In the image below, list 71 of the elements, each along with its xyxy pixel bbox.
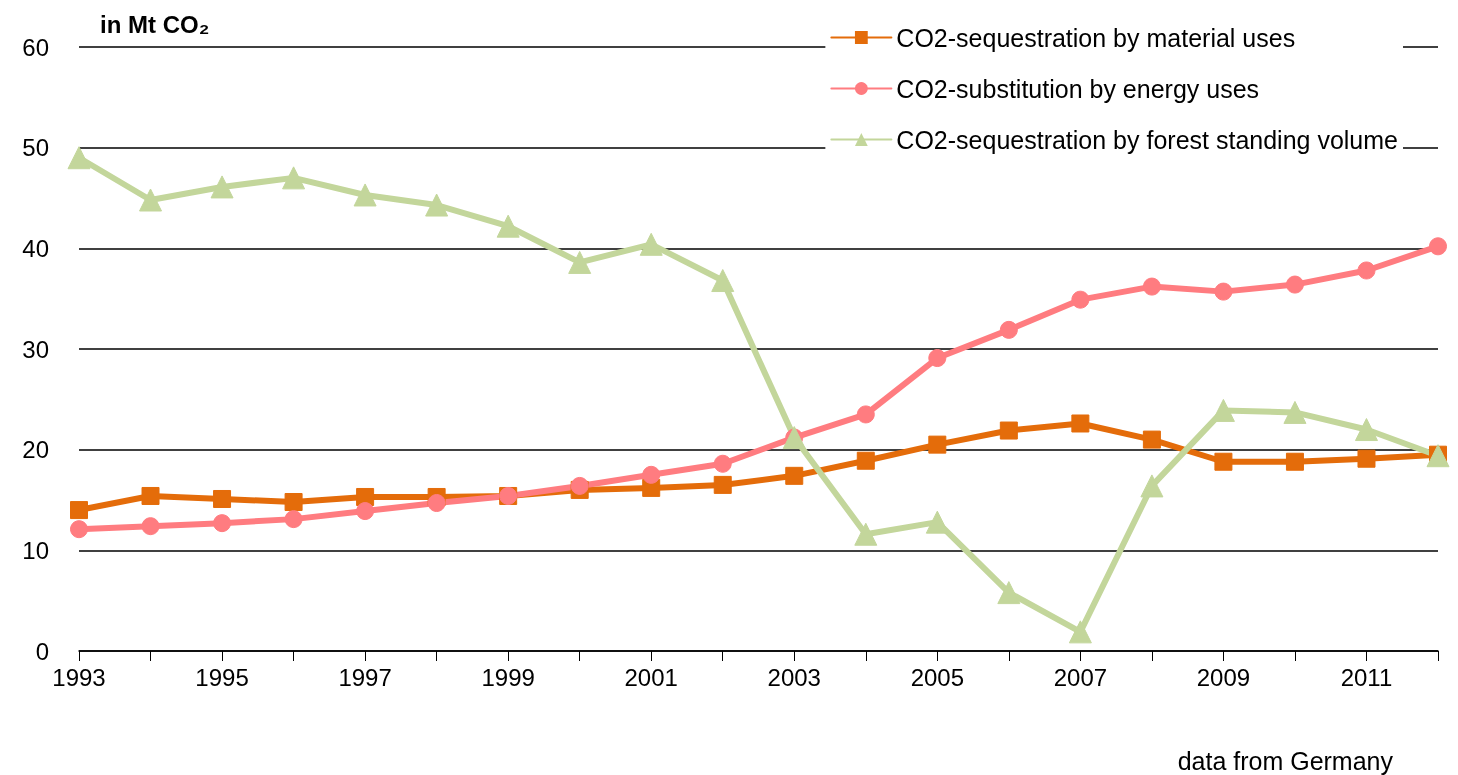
point	[1357, 449, 1376, 468]
point	[999, 320, 1018, 339]
point	[639, 232, 663, 256]
y-tick-label: 50	[22, 134, 49, 162]
text: data from Germany	[1177, 746, 1394, 775]
point	[997, 581, 1021, 605]
x-tick-label: 1997	[338, 663, 392, 691]
point	[856, 451, 875, 470]
point	[496, 214, 520, 238]
x-tick-label: 2009	[1196, 663, 1251, 691]
y-tick-label: 10	[22, 536, 49, 564]
x-tick-label: 2003	[767, 663, 821, 691]
point	[925, 510, 949, 534]
point	[356, 502, 375, 521]
point	[139, 188, 163, 212]
point	[785, 466, 804, 485]
y-axis-title: in Mt CO₂	[100, 10, 210, 38]
x-tick-label: 1993	[52, 663, 106, 691]
point	[425, 193, 449, 217]
point	[711, 269, 735, 293]
point	[1142, 277, 1161, 296]
point	[999, 421, 1018, 440]
point	[928, 349, 947, 368]
point	[1068, 620, 1092, 644]
point	[568, 250, 592, 274]
y-tick-label: 0	[35, 637, 49, 665]
legend-label: CO2-substitution by energy uses	[896, 74, 1260, 103]
point	[642, 465, 661, 484]
point	[141, 486, 160, 505]
point	[1142, 430, 1161, 449]
point	[1071, 290, 1090, 309]
point	[70, 501, 88, 520]
point	[1140, 474, 1164, 498]
point	[353, 183, 377, 207]
point	[67, 146, 91, 170]
point	[1214, 452, 1233, 471]
point	[1071, 414, 1090, 433]
point	[210, 175, 234, 199]
point	[570, 476, 589, 495]
y-tick-label: 30	[22, 335, 49, 363]
point	[284, 510, 303, 529]
point	[70, 520, 88, 539]
x-tick-label: 2001	[624, 663, 678, 691]
x-tick-label: 2005	[910, 663, 965, 691]
x-tick-label: 2011	[1340, 663, 1393, 691]
y-tick-label: 20	[22, 436, 49, 464]
point	[141, 517, 160, 536]
point	[713, 475, 732, 494]
point	[1285, 452, 1304, 471]
y-tick-label: 60	[22, 33, 49, 61]
y-tick-label: 40	[22, 234, 49, 262]
point	[1283, 400, 1307, 424]
x-tick-label: 1999	[481, 663, 535, 691]
legend-label: CO2-sequestration by material uses	[896, 23, 1296, 52]
point	[713, 454, 732, 473]
point	[928, 435, 947, 454]
point	[282, 166, 306, 190]
x-tick-label: 2007	[1053, 663, 1108, 691]
point	[213, 514, 232, 533]
point	[1285, 275, 1304, 294]
point	[284, 493, 303, 512]
x-tick-label: 1995	[195, 663, 249, 691]
legend-label: CO2-sequestration by forest standing volume	[896, 125, 1399, 154]
point	[213, 489, 232, 508]
point	[856, 405, 875, 424]
point	[854, 522, 878, 546]
point	[1214, 282, 1233, 301]
point	[1429, 237, 1447, 256]
point	[1354, 418, 1378, 442]
point	[427, 494, 446, 513]
point	[1357, 261, 1376, 280]
